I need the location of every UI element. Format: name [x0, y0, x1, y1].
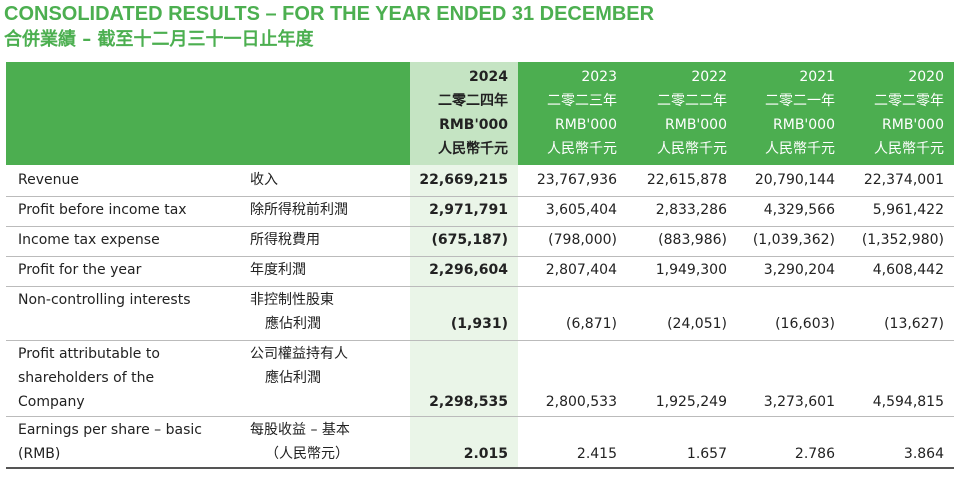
row-label: Revenue [18, 172, 79, 188]
row-label: Company [18, 394, 85, 410]
row-label-zh: 應佔利潤 [265, 370, 321, 386]
cell: (883,986) [658, 232, 727, 248]
column-header: 人民幣千元 [657, 141, 727, 157]
column-header: 人民幣千元 [438, 141, 508, 157]
cell: (1,931) [450, 316, 508, 332]
column-header: RMB'000 [665, 117, 727, 133]
column-header: 2020 [908, 69, 944, 85]
row-label-zh: 所得稅費用 [250, 232, 320, 248]
cell: (675,187) [431, 232, 508, 248]
column-header: 2024 [469, 69, 508, 85]
column-header: 2022 [691, 69, 727, 85]
cell: 2,971,791 [429, 202, 508, 218]
column-header: 2021 [799, 69, 835, 85]
row-divider [6, 256, 954, 257]
cell: 4,594,815 [872, 394, 944, 410]
row-divider [6, 340, 954, 341]
column-header: 二零二四年 [438, 93, 508, 109]
cell: 1.657 [686, 446, 727, 462]
row-label: (RMB) [18, 446, 61, 462]
row-label: Earnings per share – basic [18, 422, 202, 438]
highlight-header [410, 62, 518, 165]
column-header: 二零二一年 [765, 93, 835, 109]
cell: 5,961,422 [872, 202, 944, 218]
column-header: 二零二三年 [547, 93, 617, 109]
row-divider [6, 467, 954, 469]
cell: 2.415 [576, 446, 617, 462]
row-label-zh: 每股收益 – 基本 [250, 422, 350, 438]
row-label: Income tax expense [18, 232, 160, 248]
row-label: shareholders of the [18, 370, 155, 386]
cell: (1,039,362) [752, 232, 835, 248]
cell: (24,051) [667, 316, 727, 332]
cell: 2,298,535 [429, 394, 508, 410]
column-header: 人民幣千元 [765, 141, 835, 157]
cell: (13,627) [884, 316, 944, 332]
row-label-zh: 年度利潤 [250, 262, 306, 278]
row-divider [6, 286, 954, 287]
cell: (6,871) [565, 316, 617, 332]
row-label-zh: 應佔利潤 [265, 316, 321, 332]
cell: 3,290,204 [763, 262, 835, 278]
row-label-zh: 公司權益持有人 [250, 346, 348, 362]
column-header: 人民幣千元 [547, 141, 617, 157]
cell: 23,767,936 [536, 172, 617, 188]
subtitle: 合併業績 – 截至十二月三十一日止年度 [4, 29, 314, 50]
cell: 4,329,566 [763, 202, 835, 218]
column-header: 二零二零年 [874, 93, 944, 109]
row-divider [6, 226, 954, 227]
title: CONSOLIDATED RESULTS – FOR THE YEAR ENDE… [4, 3, 655, 25]
cell: (1,352,980) [861, 232, 944, 248]
cell: 3,605,404 [545, 202, 617, 218]
row-label: Profit attributable to [18, 346, 160, 362]
cell: 22,374,001 [863, 172, 944, 188]
cell: 1,925,249 [655, 394, 727, 410]
cell: 4,608,442 [872, 262, 944, 278]
cell: 2.015 [463, 446, 508, 462]
cell: (16,603) [775, 316, 835, 332]
cell: 2,296,604 [429, 262, 508, 278]
row-label-zh: 非控制性股東 [250, 292, 334, 308]
column-header: RMB'000 [555, 117, 617, 133]
row-label: Profit before income tax [18, 202, 187, 218]
row-divider [6, 196, 954, 197]
row-label-zh: （人民幣元） [265, 446, 349, 462]
cell: 2,807,404 [545, 262, 617, 278]
column-header: 二零二二年 [657, 93, 727, 109]
column-header: RMB'000 [882, 117, 944, 133]
cell: 1,949,300 [655, 262, 727, 278]
row-divider [6, 416, 954, 417]
cell: 2.786 [794, 446, 835, 462]
cell: 22,669,215 [419, 172, 508, 188]
column-header: RMB'000 [439, 117, 508, 133]
row-label-zh: 除所得稅前利潤 [250, 202, 348, 218]
cell: 3.864 [903, 446, 944, 462]
column-header: 2023 [581, 69, 617, 85]
cell: 20,790,144 [754, 172, 835, 188]
column-header: RMB'000 [773, 117, 835, 133]
cell: 2,800,533 [545, 394, 617, 410]
cell: 2,833,286 [655, 202, 727, 218]
cell: 22,615,878 [646, 172, 727, 188]
cell: 3,273,601 [763, 394, 835, 410]
row-label: Non-controlling interests [18, 292, 191, 308]
cell: (798,000) [548, 232, 617, 248]
column-header: 人民幣千元 [874, 141, 944, 157]
row-label: Profit for the year [18, 262, 142, 278]
row-label-zh: 收入 [250, 172, 278, 188]
